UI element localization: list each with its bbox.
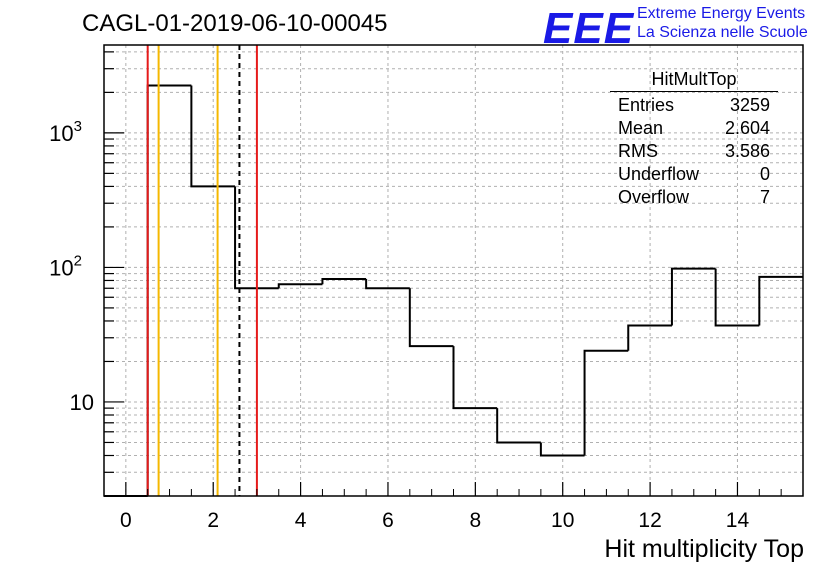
histogram-bin — [277, 283, 323, 289]
stats-label: Overflow — [618, 187, 690, 207]
histogram-bin — [321, 278, 367, 285]
stats-box: HitMultTop Entries 3259 Mean 2.604 RMS 3… — [610, 69, 778, 210]
histogram-bin — [408, 288, 454, 348]
histogram-bin — [234, 186, 279, 290]
stats-row-overflow: Overflow 7 — [610, 187, 778, 210]
stats-row-rms: RMS 3.586 — [610, 141, 778, 164]
stats-value: 3259 — [729, 95, 770, 115]
logo-caption-line-1: Extreme Energy Events — [637, 5, 806, 22]
stats-row-mean: Mean 2.604 — [610, 118, 778, 141]
histogram-bin — [496, 408, 541, 444]
stats-title: HitMultTop — [610, 69, 778, 92]
x-tick-label: 6 — [382, 509, 394, 532]
histogram-bin — [627, 324, 672, 351]
stats-value: 2.604 — [724, 118, 770, 138]
stats-value: 3.586 — [724, 141, 770, 161]
logo-caption-line-2: La Scienza nelle Scuole — [637, 24, 808, 41]
stats-value: 7 — [759, 187, 770, 207]
histogram-bin — [583, 349, 629, 456]
y-tick-label: 10 — [70, 390, 94, 415]
histogram-bin — [758, 275, 803, 326]
stats-row-entries: Entries 3259 — [610, 95, 778, 118]
y-tick-label: 102 — [49, 252, 82, 280]
marker-lines — [146, 45, 258, 496]
grid-lines — [104, 45, 803, 497]
x-tick-label: 12 — [638, 509, 661, 532]
histogram-bin — [714, 268, 760, 327]
stats-row-underflow: Underflow 0 — [610, 164, 778, 187]
stats-value: 0 — [759, 164, 770, 184]
histogram-bin — [539, 442, 585, 457]
logo-caption: Extreme Energy Events La Scienza nelle S… — [637, 4, 808, 42]
histogram-bin — [670, 267, 716, 326]
stats-label: Entries — [618, 95, 675, 115]
x-tick-label: 10 — [551, 509, 574, 532]
histogram-bin — [365, 279, 410, 290]
x-axis-label: Hit multiplicity Top — [604, 535, 804, 563]
stats-label: Mean — [618, 118, 664, 138]
stats-label: RMS — [618, 141, 658, 161]
histogram-bin — [452, 346, 498, 410]
axis-ticks — [103, 51, 804, 497]
y-tick-label: 103 — [49, 118, 82, 146]
x-tick-label: 8 — [470, 509, 482, 532]
x-tick-label: 0 — [120, 509, 132, 532]
axis-tick-labels: 0 2 4 6 8 10 12 14 10 102 103 — [49, 118, 749, 532]
x-tick-label: 4 — [295, 509, 307, 532]
x-tick-label: 2 — [207, 509, 219, 532]
eee-logo: EEE — [543, 4, 635, 53]
chart-title: CAGL-01-2019-06-10-00045 — [82, 10, 388, 37]
x-tick-label: 14 — [726, 509, 750, 532]
histogram-bin — [190, 85, 236, 188]
stats-label: Underflow — [618, 164, 700, 184]
histogram-bin — [146, 84, 192, 496]
